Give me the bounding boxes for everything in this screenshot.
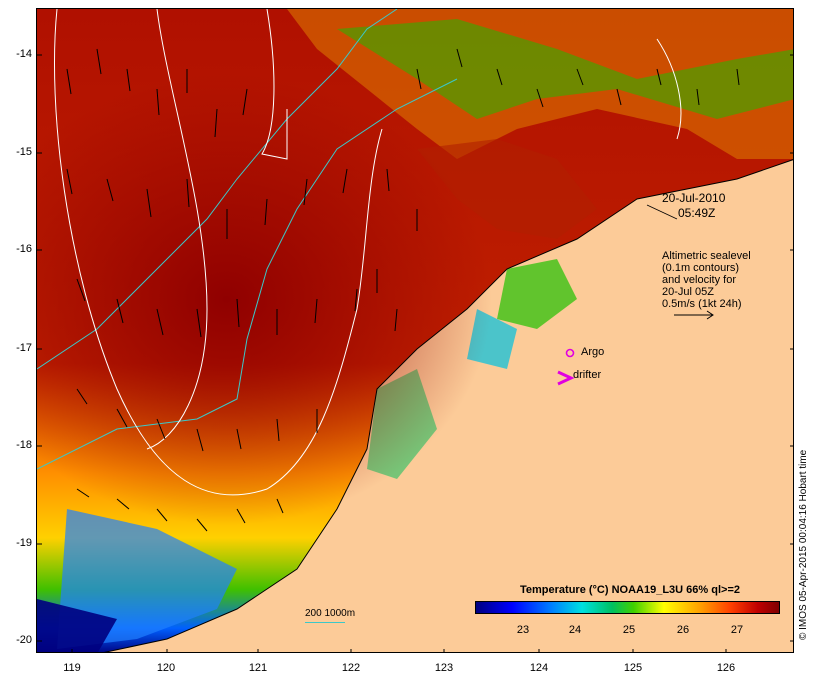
map-date: 20-Jul-2010 <box>662 191 726 205</box>
drifter-marker <box>557 370 575 386</box>
map-canvas[interactable] <box>36 8 794 653</box>
coastline <box>103 159 793 652</box>
y-tick-label: -14 <box>16 48 32 60</box>
legend-line: (0.1m contours) <box>662 262 740 274</box>
x-tick-label: 125 <box>623 662 643 674</box>
legend-line: and velocity for <box>662 274 736 286</box>
colorbar-tick: 25 <box>622 624 636 636</box>
map-time: 05:49Z <box>678 206 716 220</box>
colorbar-tick: 26 <box>676 624 690 636</box>
y-tick-label: -20 <box>16 634 32 646</box>
y-tick-label: -19 <box>16 537 32 549</box>
y-tick-label: -17 <box>16 342 32 354</box>
colorbar-tick: 23 <box>516 624 530 636</box>
isobath-scale-label: 200 1000m <box>305 608 356 619</box>
argo-marker <box>565 348 575 358</box>
x-tick-label: 126 <box>716 662 736 674</box>
y-tick-label: -15 <box>16 146 32 158</box>
velocity-arrows <box>66 48 740 532</box>
x-tick-label: 121 <box>248 662 268 674</box>
x-tick-label: 124 <box>529 662 549 674</box>
colorbar-tick: 24 <box>568 624 582 636</box>
y-tick-label: -18 <box>16 439 32 451</box>
credit-text: © IMOS 05-Apr-2015 00:04:16 Hobart time <box>798 449 809 640</box>
x-tick-label: 123 <box>434 662 454 674</box>
legend-line: Altimetric sealevel <box>662 250 751 262</box>
sst-map-image <box>37 9 793 652</box>
legend-line: 0.5m/s (1kt 24h) <box>662 298 742 310</box>
isobath-line <box>37 9 398 370</box>
y-tick-label: -16 <box>16 243 32 255</box>
colorbar-title: Temperature (°C) NOAA19_L3U 66% ql>=2 <box>520 584 740 596</box>
argo-label: Argo <box>581 346 605 358</box>
legend-line: 20-Jul 05Z <box>662 286 714 298</box>
drifter-label: drifter <box>573 369 602 381</box>
colorbar-tick: 27 <box>730 624 744 636</box>
temperature-colorbar <box>475 601 780 614</box>
velocity-scale-arrow <box>674 310 714 320</box>
x-tick-label: 122 <box>341 662 361 674</box>
sealevel-contour <box>54 9 383 496</box>
isobath-scale-line <box>305 622 345 623</box>
x-tick-label: 119 <box>63 662 81 674</box>
x-tick-label: 120 <box>156 662 176 674</box>
